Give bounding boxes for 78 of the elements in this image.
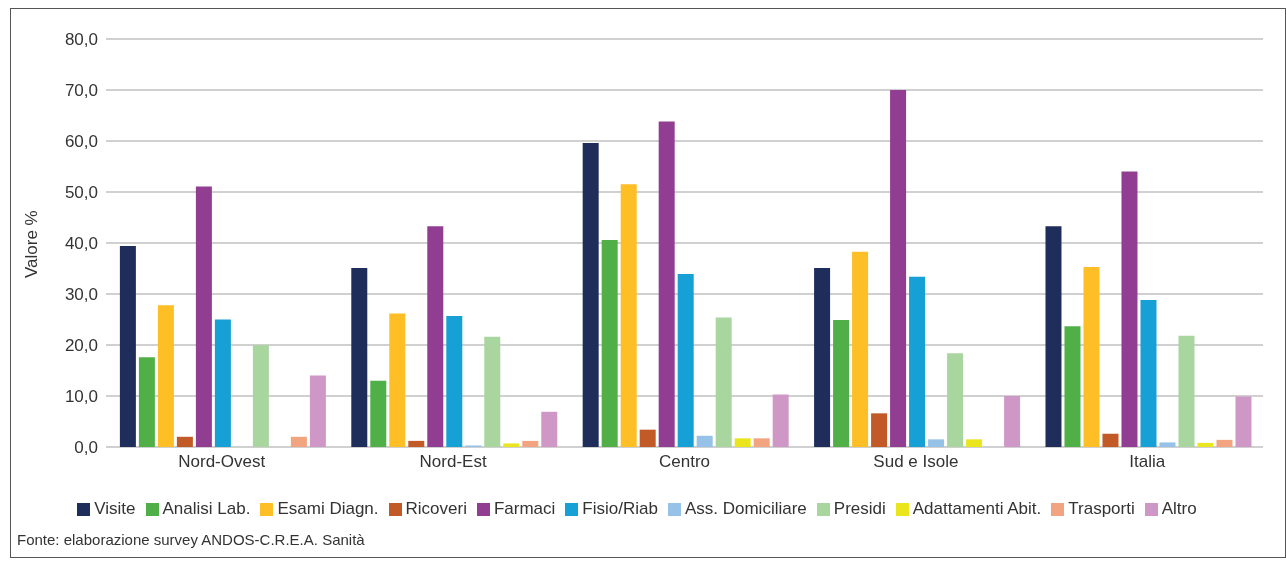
bar xyxy=(715,317,732,447)
legend-label: Esami Diagn. xyxy=(277,499,379,518)
y-tick-label: 80,0 xyxy=(64,30,98,50)
bar xyxy=(389,313,406,447)
y-tick-label: 70,0 xyxy=(64,81,98,101)
bar xyxy=(484,336,501,447)
bar xyxy=(947,353,964,447)
bar xyxy=(658,121,675,447)
legend-label: Fisio/Riab xyxy=(582,499,658,518)
bar xyxy=(620,184,637,447)
y-tick-label: 0,0 xyxy=(74,438,98,458)
legend-label: Altro xyxy=(1161,499,1197,518)
bar xyxy=(1178,335,1195,447)
bar xyxy=(852,251,869,447)
bar xyxy=(966,439,983,447)
bar xyxy=(1197,442,1214,447)
legend-label: Ass. Domiciliare xyxy=(684,499,807,518)
bar xyxy=(1083,266,1100,447)
bar xyxy=(696,435,713,447)
bar xyxy=(290,436,307,447)
y-tick-label: 40,0 xyxy=(64,234,98,254)
bar xyxy=(214,319,231,447)
legend-label: Analisi Lab. xyxy=(162,499,251,518)
legend-label: Presidi xyxy=(833,499,886,518)
y-axis-title: Valore % xyxy=(22,210,42,278)
legend-label: Farmaci xyxy=(493,499,556,518)
bar xyxy=(541,411,558,447)
bar xyxy=(601,239,618,447)
legend-label: Adattamenti Abit. xyxy=(912,499,1042,518)
bar xyxy=(138,357,155,447)
bar xyxy=(928,439,945,447)
bar xyxy=(408,440,425,447)
bar xyxy=(1140,300,1157,447)
bar xyxy=(1102,433,1119,447)
bar xyxy=(370,380,387,447)
bar xyxy=(753,438,770,447)
bar xyxy=(522,440,539,447)
bar xyxy=(503,443,520,447)
bar xyxy=(833,320,850,447)
bar xyxy=(871,413,888,447)
bar xyxy=(734,438,751,447)
bar xyxy=(119,246,136,447)
bar xyxy=(157,305,174,447)
bar xyxy=(1045,226,1062,447)
bar xyxy=(195,186,212,447)
bar xyxy=(639,429,656,447)
bar xyxy=(909,276,926,447)
y-tick-label: 10,0 xyxy=(64,387,98,407)
y-tick-label: 60,0 xyxy=(64,132,98,152)
bar xyxy=(309,375,326,447)
bar xyxy=(814,267,831,447)
x-tick-label: Sud e Isole xyxy=(873,452,959,472)
x-tick-label: Centro xyxy=(658,452,711,472)
bar xyxy=(1159,442,1176,447)
bar xyxy=(677,274,694,447)
x-tick-label: Nord-Ovest xyxy=(178,452,266,472)
bar xyxy=(176,436,193,447)
legend-label: Ricoveri xyxy=(405,499,467,518)
y-tick-label: 30,0 xyxy=(64,285,98,305)
bar xyxy=(582,143,599,447)
bar xyxy=(1235,396,1252,447)
x-tick-label: Italia xyxy=(1129,452,1166,472)
bar xyxy=(772,394,789,447)
y-tick-label: 50,0 xyxy=(64,183,98,203)
y-tick-label: 20,0 xyxy=(64,336,98,356)
bar xyxy=(1216,439,1233,447)
legend-label: Visite xyxy=(94,499,136,518)
legend-label: Trasporti xyxy=(1068,499,1135,518)
bar xyxy=(351,267,368,447)
bar xyxy=(446,315,463,447)
bar xyxy=(252,345,269,447)
bar xyxy=(1121,171,1138,447)
bar xyxy=(1064,326,1081,447)
x-tick-label: Nord-Est xyxy=(419,452,487,472)
source-note: Fonte: elaborazione survey ANDOS-C.R.E.A. Sanità xyxy=(17,531,365,548)
bar xyxy=(427,226,444,447)
bar xyxy=(1004,396,1021,447)
bar xyxy=(890,90,907,447)
